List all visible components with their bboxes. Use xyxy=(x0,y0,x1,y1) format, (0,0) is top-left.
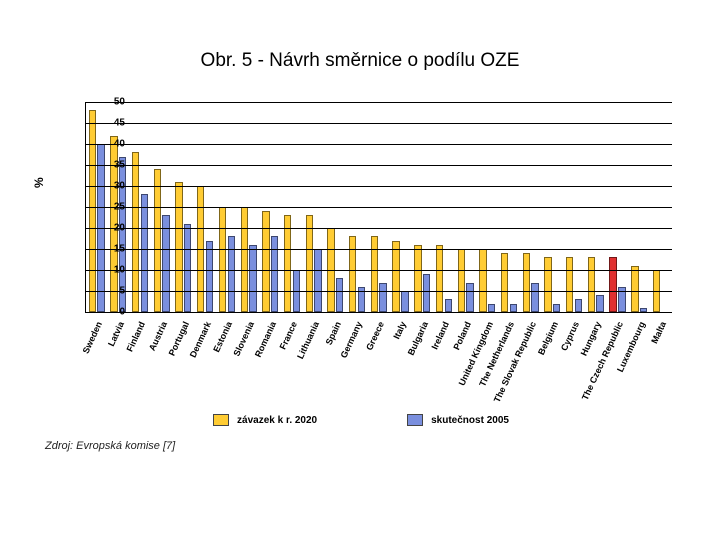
bar-2005 xyxy=(206,241,213,312)
y-tick: 35 xyxy=(95,160,125,171)
legend-item-2020: závazek k r. 2020 xyxy=(213,414,317,426)
bar-2005 xyxy=(379,283,386,312)
category-label: Denmark xyxy=(187,320,212,359)
y-tick: 30 xyxy=(95,181,125,192)
legend-label-2020: závazek k r. 2020 xyxy=(237,415,317,426)
grid-line xyxy=(86,249,672,250)
bar-2005 xyxy=(162,215,169,312)
category-label: Germany xyxy=(339,320,365,360)
bar-2005 xyxy=(271,236,278,312)
y-tick: 40 xyxy=(95,139,125,150)
category-label: Poland xyxy=(451,320,473,351)
bar-2005 xyxy=(488,304,495,312)
category-label: Italy xyxy=(391,320,408,341)
category-label: Romania xyxy=(253,320,278,359)
bar-2005 xyxy=(401,291,408,312)
y-tick: 10 xyxy=(95,265,125,276)
category-label: Hungary xyxy=(579,320,603,357)
bar-2005 xyxy=(466,283,473,312)
y-tick: 5 xyxy=(95,286,125,297)
bar-2005 xyxy=(531,283,538,312)
bar-2020 xyxy=(284,215,291,312)
y-tick: 20 xyxy=(95,223,125,234)
bar-2020 xyxy=(436,245,443,312)
y-tick: 25 xyxy=(95,202,125,213)
legend-swatch-2020 xyxy=(213,414,229,426)
bar-2005 xyxy=(640,308,647,312)
grid-line xyxy=(86,102,672,103)
bar-2020 xyxy=(523,253,530,312)
bar-2005 xyxy=(249,245,256,312)
bar-2020 xyxy=(241,207,248,312)
bar-2020 xyxy=(588,257,595,312)
bar-2020 xyxy=(306,215,313,312)
category-label: Slovenia xyxy=(231,320,256,358)
bar-2020 xyxy=(175,182,182,312)
bar-2005 xyxy=(596,295,603,312)
category-label: Lithuania xyxy=(295,320,321,360)
legend: závazek k r. 2020 skutečnost 2005 xyxy=(45,408,677,432)
bar-2020 xyxy=(392,241,399,312)
bar-2020 xyxy=(501,253,508,312)
bar-2020 xyxy=(414,245,421,312)
bar-2020 xyxy=(479,249,486,312)
grid-line xyxy=(86,186,672,187)
category-label: Spain xyxy=(323,320,342,346)
category-label: Sweden xyxy=(81,320,104,355)
grid-line xyxy=(86,123,672,124)
chart-title: Obr. 5 - Návrh směrnice o podílu OZE xyxy=(0,50,720,72)
bar-2005 xyxy=(228,236,235,312)
bar-2005 xyxy=(423,274,430,312)
category-label: Estonia xyxy=(211,320,234,354)
legend-swatch-2005 xyxy=(407,414,423,426)
category-label: The Slovak Republic xyxy=(492,320,538,404)
chart: % 05101520253035404550SwedenLatviaFinlan… xyxy=(45,88,677,318)
y-tick: 15 xyxy=(95,244,125,255)
grid-line xyxy=(86,270,672,271)
legend-item-2005: skutečnost 2005 xyxy=(407,414,509,426)
bar-2005 xyxy=(141,194,148,312)
bar-2005 xyxy=(184,224,191,312)
category-label: Ireland xyxy=(430,320,452,351)
grid-line xyxy=(86,165,672,166)
grid-line xyxy=(86,144,672,145)
bar-2005 xyxy=(575,299,582,312)
plot-area xyxy=(85,102,672,313)
bar-2020 xyxy=(219,207,226,312)
source-line: Zdroj: Evropská komise [7] xyxy=(45,440,175,452)
category-label: France xyxy=(278,320,300,351)
y-tick: 45 xyxy=(95,118,125,129)
grid-line xyxy=(86,291,672,292)
bar-2020 xyxy=(371,236,378,312)
category-label: Austria xyxy=(147,320,169,352)
category-label: Portugal xyxy=(166,320,190,357)
y-tick: 50 xyxy=(95,97,125,108)
category-label: Belgium xyxy=(536,320,560,356)
bar-2005 xyxy=(336,278,343,312)
grid-line xyxy=(86,207,672,208)
category-label: Latvia xyxy=(106,320,126,348)
bar-2020 xyxy=(349,236,356,312)
category-label: Malta xyxy=(650,320,669,345)
category-label: Cyprus xyxy=(559,320,581,352)
bar-2020 xyxy=(262,211,269,312)
bar-2020 xyxy=(458,249,465,312)
legend-label-2005: skutečnost 2005 xyxy=(431,415,509,426)
grid-line xyxy=(86,228,672,229)
bar-2005 xyxy=(510,304,517,312)
category-label: Greece xyxy=(364,320,386,352)
bar-2020 xyxy=(631,266,638,312)
category-label: Bulgaria xyxy=(405,320,429,357)
bar-2005 xyxy=(445,299,452,312)
bar-2020 xyxy=(609,257,616,312)
bar-2020 xyxy=(132,152,139,312)
bar-2005 xyxy=(314,249,321,312)
bar-2020 xyxy=(544,257,551,312)
category-label: Finland xyxy=(125,320,148,353)
bar-2005 xyxy=(553,304,560,312)
page: Obr. 5 - Návrh směrnice o podílu OZE % 0… xyxy=(0,0,720,540)
bar-2020 xyxy=(566,257,573,312)
y-tick: 0 xyxy=(95,307,125,318)
y-axis-label: % xyxy=(32,177,46,188)
